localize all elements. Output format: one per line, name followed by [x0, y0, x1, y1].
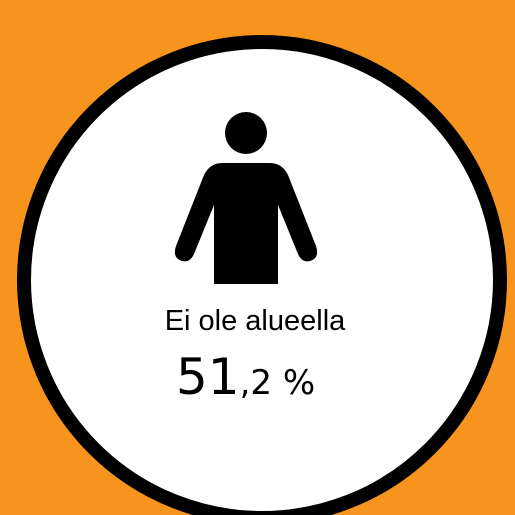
value-whole: 51: [176, 348, 240, 406]
person-head: [225, 112, 267, 154]
label: Ei ole alueella: [165, 305, 346, 337]
person-icon: [174, 112, 318, 284]
person-body: [174, 163, 318, 284]
value-rest: ,2 %: [240, 363, 316, 403]
value: 51,2 %: [176, 348, 315, 406]
